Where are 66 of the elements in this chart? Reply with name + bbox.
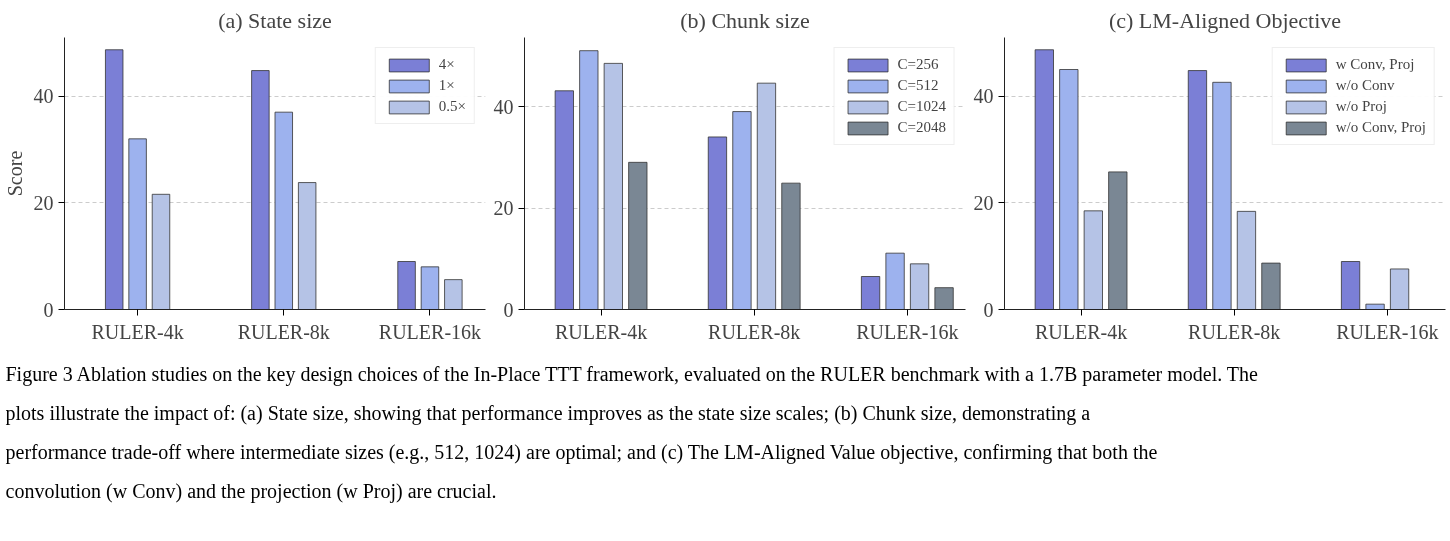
- legend-label: C=1024: [897, 98, 946, 115]
- x-tick-label: RULER-8k: [1188, 320, 1281, 343]
- x-tick-label: RULER-8k: [708, 320, 801, 343]
- bar: [1108, 171, 1128, 310]
- bar: [934, 287, 954, 310]
- y-tick-label: 40: [973, 85, 994, 108]
- legend-label: C=256: [897, 56, 939, 73]
- y-tick-label: 40: [493, 95, 514, 118]
- bar: [105, 49, 124, 310]
- bar: [1365, 303, 1385, 310]
- y-tick-label: 0: [983, 298, 994, 321]
- x-tick-label: RULER-16k: [378, 320, 482, 343]
- y-axis-title: Score: [3, 150, 26, 197]
- bar: [756, 82, 777, 310]
- bar: [781, 182, 801, 310]
- bar: [420, 266, 440, 310]
- bar: [397, 261, 416, 310]
- legend-label: C=512: [897, 77, 939, 94]
- legend-label: w/o Conv, Proj: [1335, 119, 1426, 136]
- chart-title: (c) LM-Aligned Objective: [1108, 7, 1342, 33]
- bar: [1034, 49, 1054, 310]
- bar: [297, 182, 317, 310]
- legend-label: 4×: [438, 56, 456, 73]
- bar: [1059, 69, 1079, 310]
- x-tick-label: RULER-8k: [237, 320, 330, 343]
- legend-label: C=2048: [897, 119, 946, 136]
- bar: [732, 111, 752, 310]
- bar: [909, 263, 930, 310]
- x-tick-label: RULER-16k: [1336, 320, 1439, 343]
- bar: [885, 252, 905, 310]
- y-tick-label: 20: [493, 197, 514, 220]
- bar: [1236, 210, 1257, 310]
- y-tick-label: 0: [503, 298, 514, 321]
- bar: [1212, 81, 1232, 310]
- bar: [251, 70, 270, 310]
- y-tick-label: 20: [33, 191, 54, 214]
- y-tick-label: 40: [33, 85, 54, 108]
- bar: [1261, 262, 1281, 310]
- y-tick-label: 20: [973, 191, 994, 214]
- x-tick-label: RULER-4k: [1034, 320, 1128, 343]
- x-tick-label: RULER-4k: [91, 320, 184, 343]
- legend-label: w Conv, Proj: [1335, 56, 1415, 73]
- bar: [1389, 268, 1410, 310]
- legend-label: w/o Proj: [1335, 98, 1387, 115]
- legend-label: w/o Conv: [1335, 77, 1395, 94]
- x-tick-label: RULER-4k: [554, 320, 648, 343]
- bar: [860, 276, 881, 310]
- bar: [1083, 210, 1103, 310]
- bar: [444, 279, 463, 310]
- chart-title: (b) Chunk size: [680, 7, 810, 33]
- bar: [628, 161, 648, 310]
- x-tick-label: RULER-16k: [856, 320, 959, 343]
- bar: [707, 136, 728, 310]
- bar: [1187, 70, 1208, 310]
- caption: Figure 3 Ablation studies on the key design choices of the In-Place TTT framework, evaluated on the RULER benchmark with a 1.7B parameter model. The plots illustrate the impact of: (a) State size, showing that performance improves as the state size scales; (b) Chunk size, demonstrating a performance trade-off where intermediate sizes (e.g., 512, 1024) are optimal; and (c) The LM-Aligned Value objective, confirming that both the convolution (w Conv) and the projection (w Proj) are crucial.: [5, 362, 1259, 504]
- bar: [151, 193, 171, 310]
- bar: [128, 138, 147, 310]
- bar: [579, 50, 599, 310]
- bar: [554, 90, 574, 310]
- bar: [274, 111, 293, 310]
- y-tick-label: 0: [43, 298, 54, 321]
- bar: [1340, 261, 1361, 310]
- legend-label: 0.5×: [438, 98, 466, 115]
- legend-label: 1×: [438, 77, 456, 94]
- chart-title: (a) State size: [218, 7, 332, 33]
- bar: [603, 62, 623, 310]
